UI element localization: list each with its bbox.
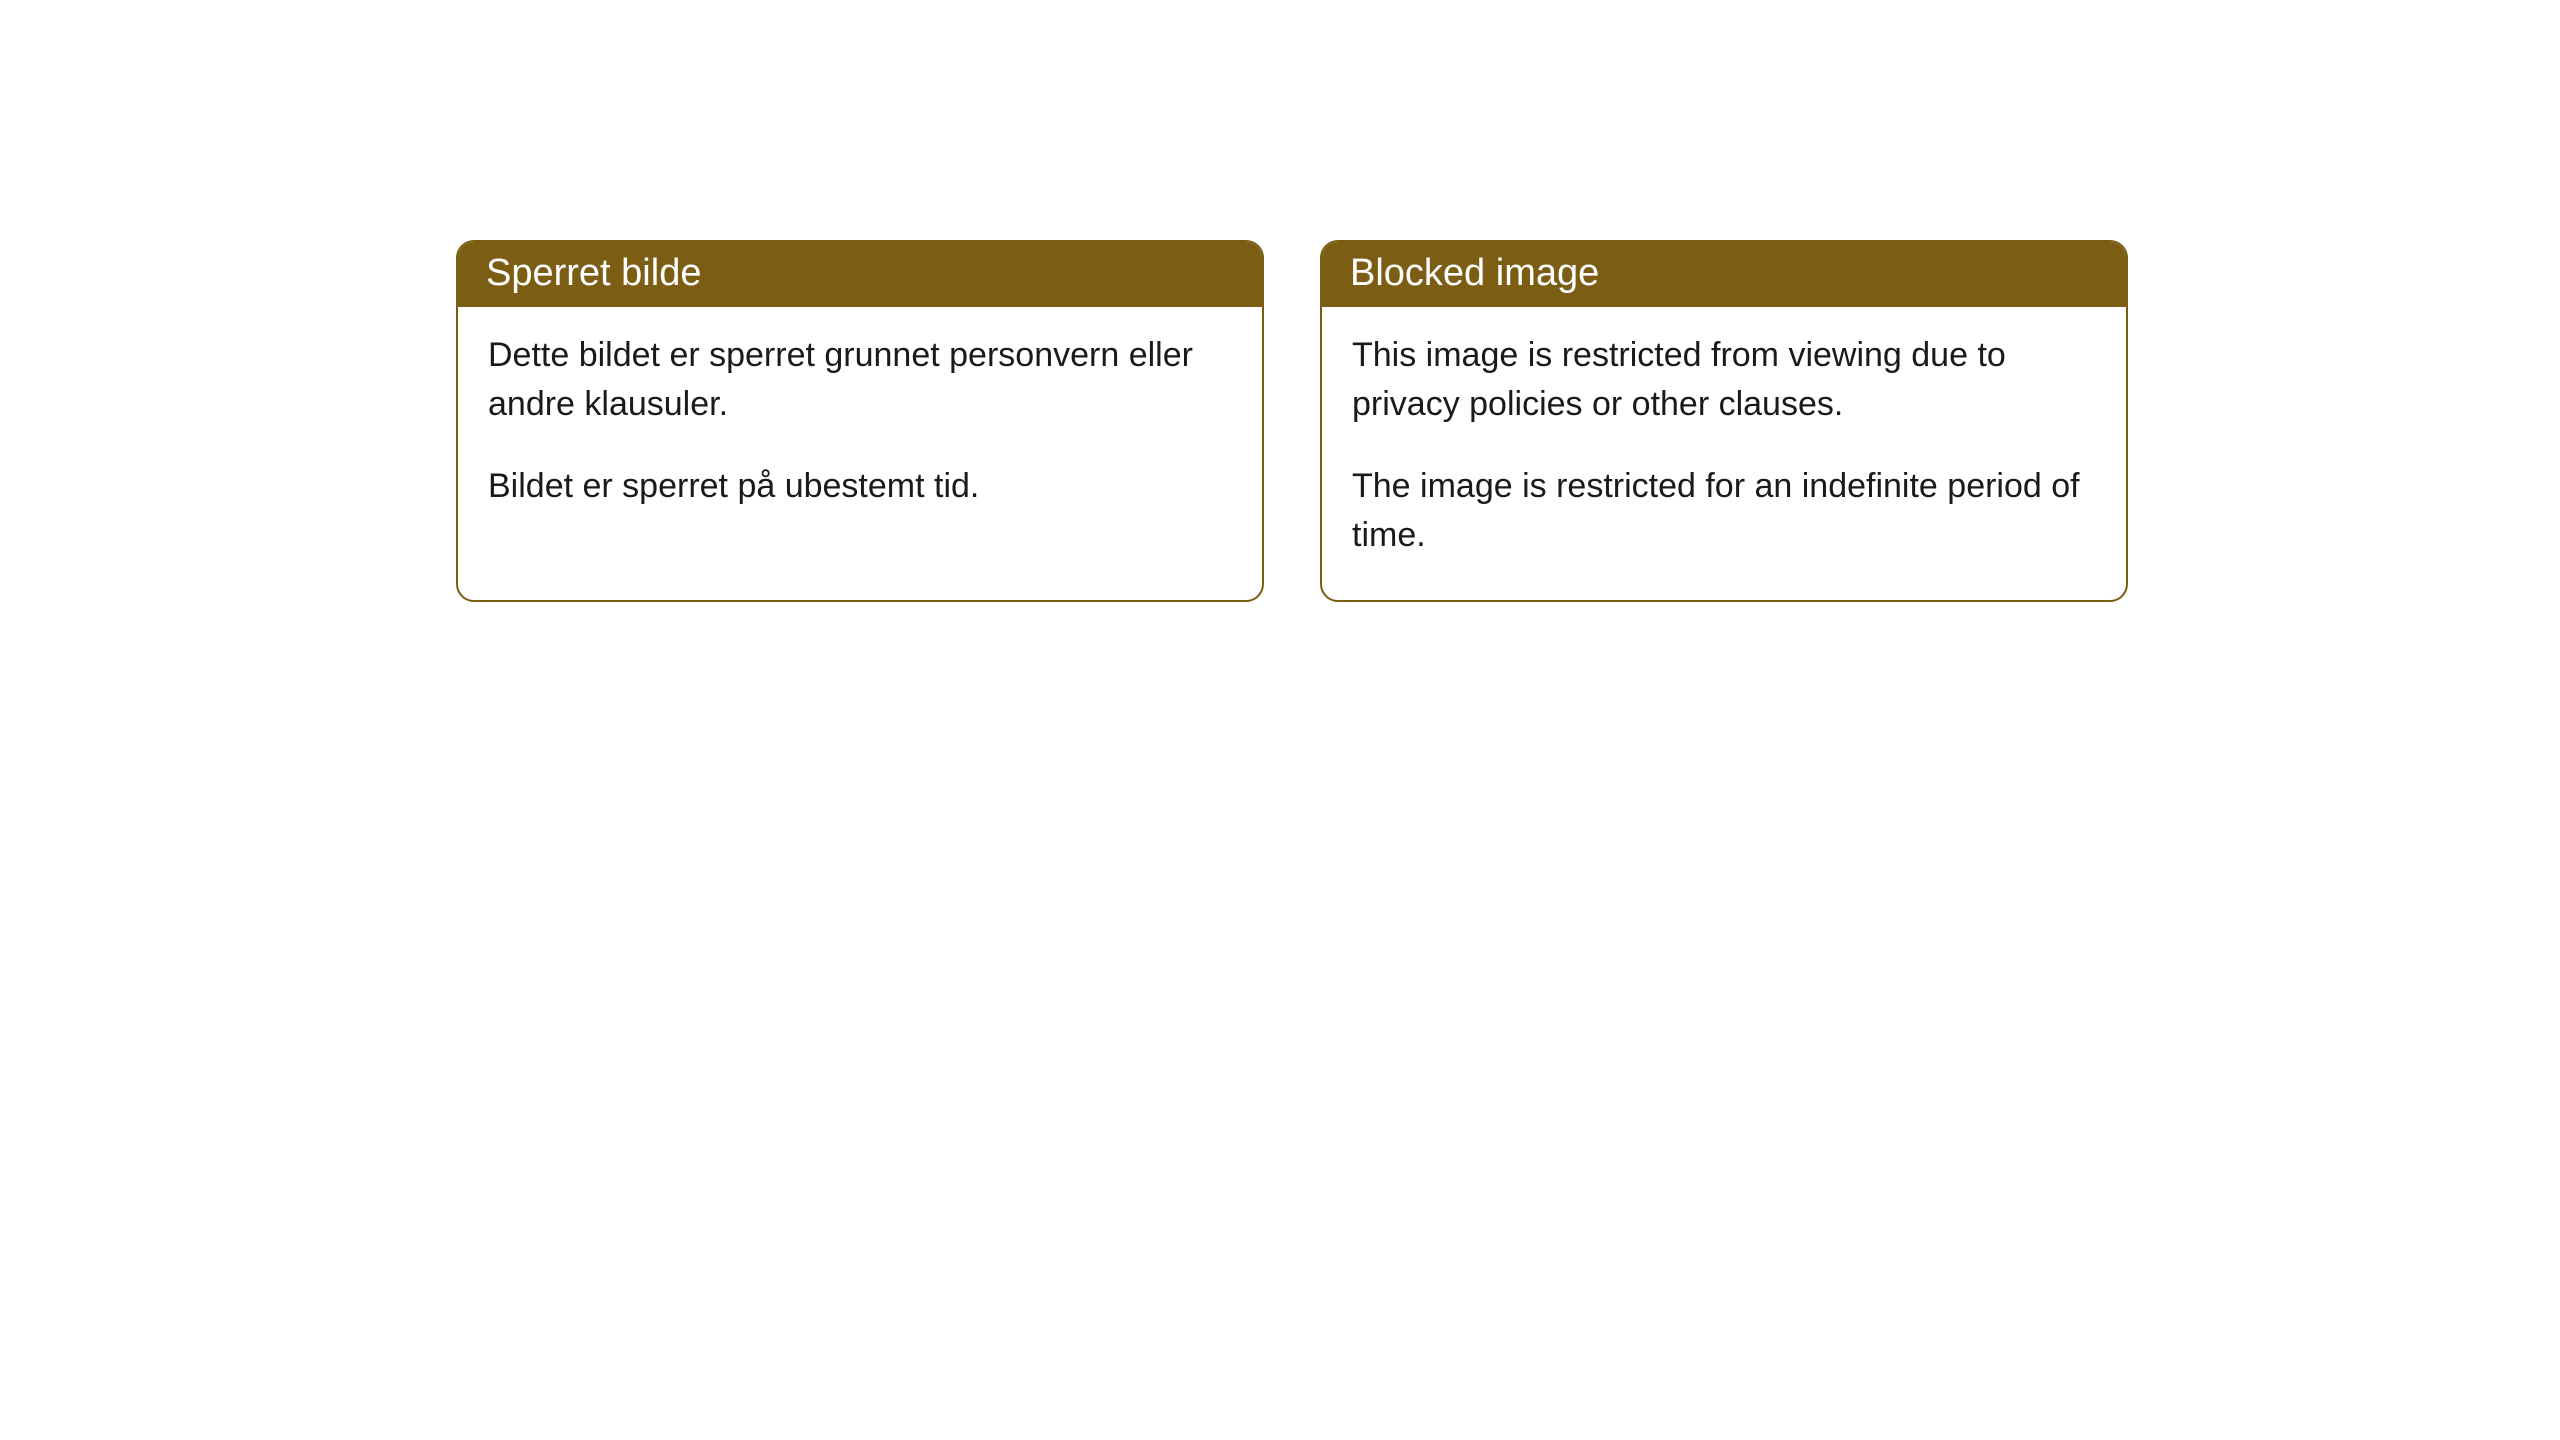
blocked-image-card-no: Sperret bilde Dette bildet er sperret gr… <box>456 240 1264 602</box>
card-paragraph-2-no: Bildet er sperret på ubestemt tid. <box>488 462 1232 511</box>
blocked-image-card-en: Blocked image This image is restricted f… <box>1320 240 2128 602</box>
card-paragraph-1-en: This image is restricted from viewing du… <box>1352 331 2096 430</box>
card-body-en: This image is restricted from viewing du… <box>1322 307 2126 600</box>
card-body-no: Dette bildet er sperret grunnet personve… <box>458 307 1262 551</box>
card-title-en: Blocked image <box>1322 242 2126 307</box>
card-title-no: Sperret bilde <box>458 242 1262 307</box>
notice-container: Sperret bilde Dette bildet er sperret gr… <box>0 0 2560 602</box>
card-paragraph-2-en: The image is restricted for an indefinit… <box>1352 462 2096 561</box>
card-paragraph-1-no: Dette bildet er sperret grunnet personve… <box>488 331 1232 430</box>
